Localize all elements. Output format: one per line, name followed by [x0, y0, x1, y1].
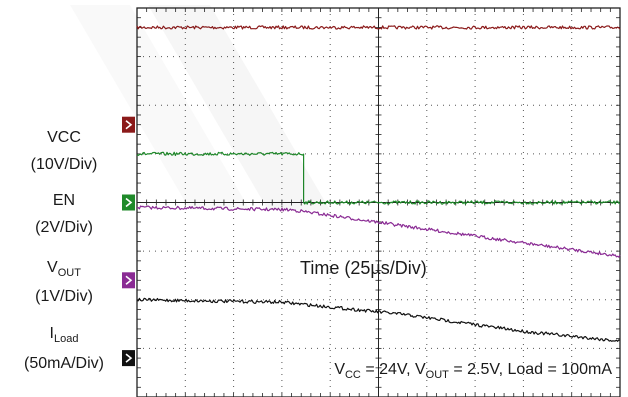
annotation-v: V [334, 361, 345, 378]
channel-markers [122, 116, 135, 367]
en-scale: (2V/Div) [35, 219, 93, 236]
vout-label: VOUT [47, 259, 81, 279]
annotation-mid: = 24V, V [361, 361, 426, 378]
vcc-label: VCC [47, 129, 81, 146]
iload-scale: (50mA/Div) [24, 355, 104, 372]
annotation-end: = 2.5V, Load = 100mA [449, 361, 612, 378]
vcc-scale: (10V/Div) [31, 156, 98, 173]
iload-label: ILoad [50, 325, 79, 345]
iload-trace [136, 297, 621, 342]
traces [136, 25, 621, 342]
en-marker [122, 194, 135, 211]
iload-marker [122, 350, 135, 367]
vcc-trace [136, 25, 621, 30]
conditions-annotation: VCC = 24V, VOUT = 2.5V, Load = 100mA [334, 361, 612, 381]
iload-label-sub: Load [54, 333, 78, 345]
vout-marker [122, 272, 135, 289]
iload-label-main: I [50, 325, 54, 342]
vcc-marker [122, 116, 135, 133]
vout-trace [136, 205, 621, 258]
en-label: EN [53, 192, 75, 209]
vout-label-main: V [47, 259, 58, 276]
vout-label-sub: OUT [58, 267, 82, 279]
annotation-out-sub: OUT [426, 369, 450, 381]
grid [136, 7, 621, 397]
annotation-cc-sub: CC [345, 369, 361, 381]
en-trace [136, 151, 621, 205]
time-axis-label: Time (25µs/Div) [300, 258, 427, 278]
vout-scale: (1V/Div) [35, 288, 93, 305]
